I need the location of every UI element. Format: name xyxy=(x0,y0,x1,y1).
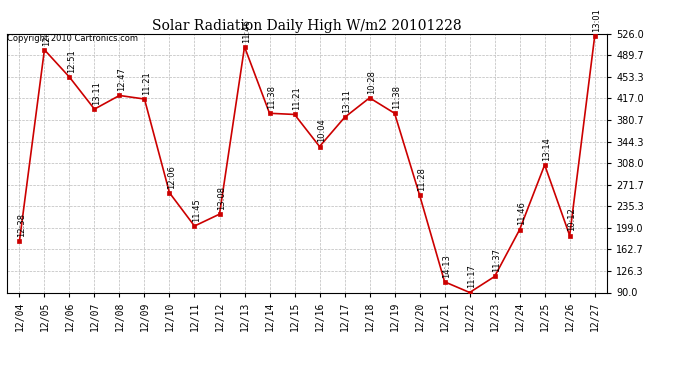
Text: 12:47: 12:47 xyxy=(117,68,126,92)
Text: 11:21: 11:21 xyxy=(292,87,301,110)
Text: 11:38: 11:38 xyxy=(267,85,276,109)
Text: 12:51: 12:51 xyxy=(67,49,76,73)
Text: 12:06: 12:06 xyxy=(167,165,176,189)
Text: 11:21: 11:21 xyxy=(142,71,151,95)
Text: 11:28: 11:28 xyxy=(417,167,426,191)
Text: 11:17: 11:17 xyxy=(467,264,476,288)
Text: 10:04: 10:04 xyxy=(317,118,326,142)
Text: 12:38: 12:38 xyxy=(17,213,26,237)
Text: 13:11: 13:11 xyxy=(92,81,101,105)
Text: 10:28: 10:28 xyxy=(367,70,376,94)
Text: 11:46: 11:46 xyxy=(242,19,251,43)
Text: 13:08: 13:08 xyxy=(217,186,226,210)
Text: 12:: 12: xyxy=(42,32,51,46)
Text: Copyright 2010 Cartronics.com: Copyright 2010 Cartronics.com xyxy=(7,34,138,43)
Text: 11:38: 11:38 xyxy=(392,85,401,109)
Text: 14:13: 14:13 xyxy=(442,254,451,278)
Title: Solar Radiation Daily High W/m2 20101228: Solar Radiation Daily High W/m2 20101228 xyxy=(152,19,462,33)
Text: 11:37: 11:37 xyxy=(492,248,501,272)
Text: 11:46: 11:46 xyxy=(518,202,526,225)
Text: 11:45: 11:45 xyxy=(192,198,201,222)
Text: 13:14: 13:14 xyxy=(542,137,551,161)
Text: 13:11: 13:11 xyxy=(342,89,351,113)
Text: 13:01: 13:01 xyxy=(592,8,601,32)
Text: 10:12: 10:12 xyxy=(567,208,576,231)
